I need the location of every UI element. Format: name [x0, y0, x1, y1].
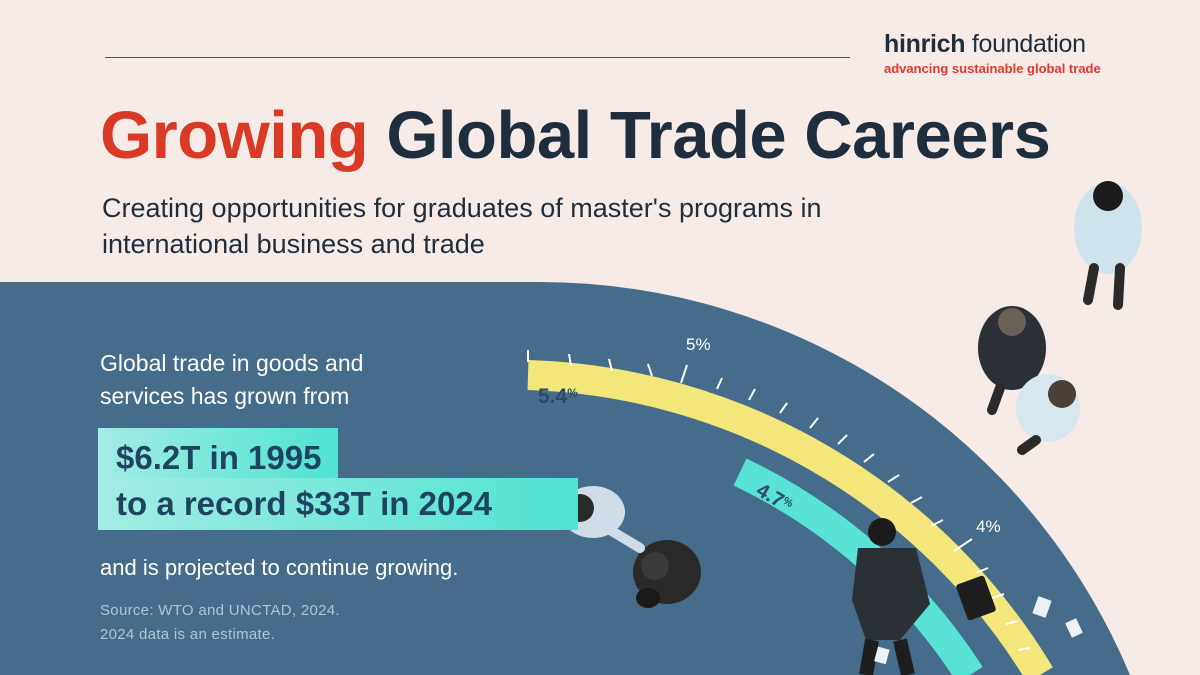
outro-text: and is projected to continue growing.	[100, 555, 459, 580]
estimate-note: 2024 data is an estimate.	[100, 626, 276, 643]
brand-name-rest: foundation	[965, 30, 1086, 58]
brand-tagline: advancing sustainable global trade	[884, 61, 1101, 76]
businessman-briefcase-illustration	[852, 518, 1083, 675]
header-divider	[105, 57, 850, 58]
band-label-outer: 5.4%	[538, 385, 578, 408]
title-rest: Global Trade Careers	[368, 98, 1051, 173]
title-accent: Growing	[100, 98, 369, 173]
gauge-ticks	[527, 350, 1031, 651]
intro-text: Global trade in goods and services has g…	[100, 350, 364, 409]
source-note: Source: WTO and UNCTAD, 2024. 2024 data …	[100, 599, 340, 647]
brand-name: hinrich foundation	[884, 30, 1104, 58]
highlight-line-1: $6.2T in 1995	[98, 428, 338, 478]
tick-label-4pct: 4%	[976, 517, 1001, 536]
highlight-line-2: to a record $33T in 2024	[98, 478, 578, 530]
highlight-box: $6.2T in 1995 to a record $33T in 2024	[98, 428, 578, 530]
page-title: Growing Global Trade Careers	[100, 96, 1051, 176]
brand-name-bold: hinrich	[884, 30, 966, 58]
source-line: Source: WTO and UNCTAD, 2024.	[100, 602, 340, 619]
brand-logo[interactable]: hinrich foundation advancing sustainable…	[884, 30, 1104, 76]
band-value-outer: 5.4	[538, 385, 568, 408]
tick-label-5pct: 5%	[686, 335, 711, 354]
band-unit-outer: %	[567, 386, 578, 400]
page-subtitle: Creating opportunities for graduates of …	[102, 193, 822, 259]
